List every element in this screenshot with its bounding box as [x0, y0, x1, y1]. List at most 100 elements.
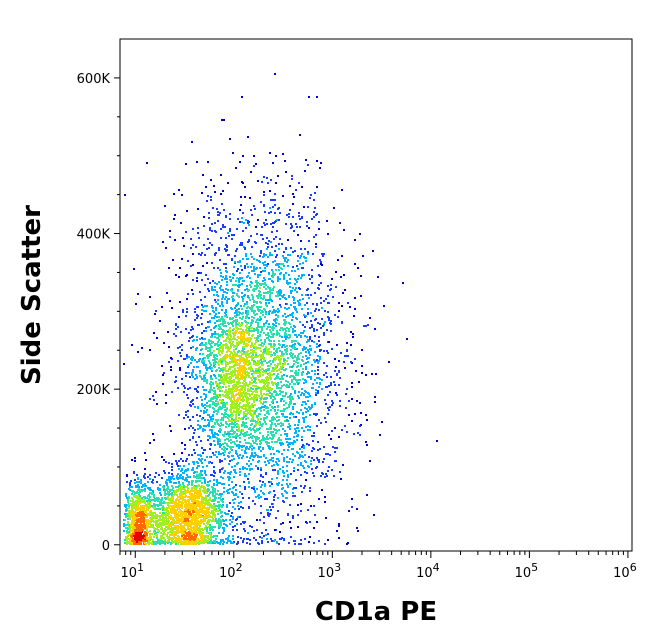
data-point [293, 487, 295, 489]
data-point [298, 430, 300, 432]
data-point [217, 411, 219, 413]
data-point [256, 436, 258, 438]
data-point [294, 495, 296, 497]
data-point [137, 293, 139, 295]
data-point [309, 336, 311, 338]
data-point [217, 299, 219, 301]
data-point [211, 429, 213, 431]
data-point [283, 410, 285, 412]
data-point [307, 253, 309, 255]
data-point [244, 387, 246, 389]
data-point [135, 303, 137, 305]
data-point [200, 349, 202, 351]
data-point [287, 476, 289, 478]
data-point [270, 409, 272, 411]
data-point [317, 361, 319, 363]
data-point [283, 384, 285, 386]
data-point [334, 447, 336, 449]
data-point [220, 346, 222, 348]
data-point [237, 536, 239, 538]
data-point [262, 476, 264, 478]
data-point [264, 461, 266, 463]
data-point [209, 383, 211, 385]
data-point [230, 371, 232, 373]
data-point [313, 328, 315, 330]
data-point [204, 429, 206, 431]
data-point [213, 535, 215, 537]
data-point [207, 542, 209, 544]
data-point [207, 195, 209, 197]
data-point [241, 331, 243, 333]
data-point [347, 302, 349, 304]
data-point [201, 399, 203, 401]
data-point [219, 461, 221, 463]
data-point [246, 338, 248, 340]
data-point [308, 444, 310, 446]
data-point [222, 346, 224, 348]
data-point [294, 334, 296, 336]
data-point [254, 390, 256, 392]
data-point [275, 236, 277, 238]
data-point [235, 519, 237, 521]
data-point [213, 475, 215, 477]
data-point [279, 294, 281, 296]
data-point [178, 414, 180, 416]
data-point [201, 474, 203, 476]
data-point [259, 427, 261, 429]
data-point [304, 485, 306, 487]
data-point [299, 321, 301, 323]
data-point [309, 278, 311, 280]
data-point [190, 425, 192, 427]
data-point [268, 313, 270, 315]
data-point [204, 338, 206, 340]
data-point [314, 335, 316, 337]
data-point [313, 216, 315, 218]
data-point [184, 444, 186, 446]
data-point [286, 261, 288, 263]
data-point [263, 194, 265, 196]
data-point [301, 217, 303, 219]
data-point [223, 375, 225, 377]
data-point [217, 333, 219, 335]
data-point [221, 413, 223, 415]
data-point [272, 400, 274, 402]
data-point [263, 535, 265, 537]
data-point [256, 415, 258, 417]
data-point [280, 306, 282, 308]
data-point [217, 214, 219, 216]
data-point [223, 263, 225, 265]
data-point [228, 420, 230, 422]
data-point [304, 407, 306, 409]
data-point [240, 305, 242, 307]
data-point [199, 291, 201, 293]
data-point [315, 467, 317, 469]
data-point [209, 506, 211, 508]
data-point [287, 438, 289, 440]
data-point [203, 389, 205, 391]
data-point [296, 318, 298, 320]
data-point [199, 375, 201, 377]
data-point [259, 432, 261, 434]
data-point [266, 443, 268, 445]
data-point [292, 328, 294, 330]
data-point [253, 310, 255, 312]
data-point [254, 455, 256, 457]
data-point [162, 486, 164, 488]
data-point [298, 369, 300, 371]
data-point [257, 467, 259, 469]
data-point [166, 484, 168, 486]
data-point [290, 473, 292, 475]
data-point [178, 189, 180, 191]
data-point [257, 340, 259, 342]
data-point [323, 458, 325, 460]
data-point [203, 375, 205, 377]
data-point [259, 536, 261, 538]
data-point [208, 519, 210, 521]
data-point [170, 357, 172, 359]
data-point [264, 360, 266, 362]
data-point [205, 367, 207, 369]
data-point [228, 431, 230, 433]
data-point [221, 483, 223, 485]
data-point [293, 345, 295, 347]
